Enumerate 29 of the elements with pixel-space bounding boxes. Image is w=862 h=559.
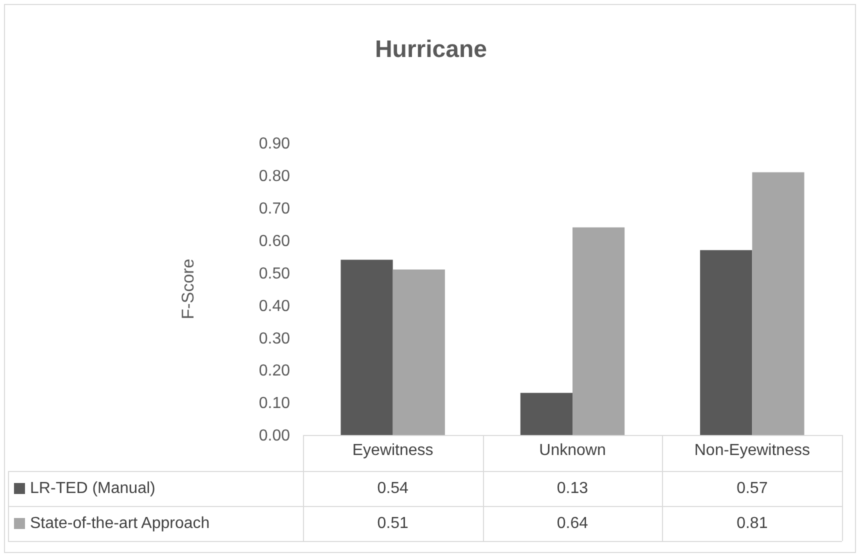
bar [392,270,445,435]
y-tick-label: 0.10 [258,395,290,412]
y-tick-label: 0.50 [258,265,290,282]
bar [700,250,752,435]
y-tick-label: 0.70 [258,200,290,218]
x-tick-label: Unknown [539,442,606,460]
bar [572,227,625,435]
bar [340,260,393,435]
chart-title: Hurricane [374,36,488,63]
y-axis-title: F-Score [178,258,198,320]
y-tick-label: 0.40 [258,298,290,315]
data-label: 0.13 [556,478,590,498]
data-label: 0.57 [736,478,769,498]
y-tick-label: 0.80 [258,168,290,186]
data-label: 0.51 [376,514,410,534]
x-tick-label: Non-Eyewitness [694,442,810,460]
y-tick-label: 0.00 [258,428,290,445]
x-tick-label: Eyewitness [352,442,434,460]
y-tick-label: 0.90 [258,136,290,153]
y-tick-label: 0.60 [258,232,290,250]
y-tick-label: 0.30 [258,330,290,348]
legend-label: LR-TED (Manual) [30,480,156,498]
data-label: 0.54 [376,478,410,498]
data-label: 0.64 [556,514,590,534]
bar [752,172,804,435]
y-tick-label: 0.20 [258,362,290,380]
data-label: 0.81 [736,514,769,534]
bar [520,392,572,435]
legend-label: State-of-the-art Approach [30,514,210,532]
